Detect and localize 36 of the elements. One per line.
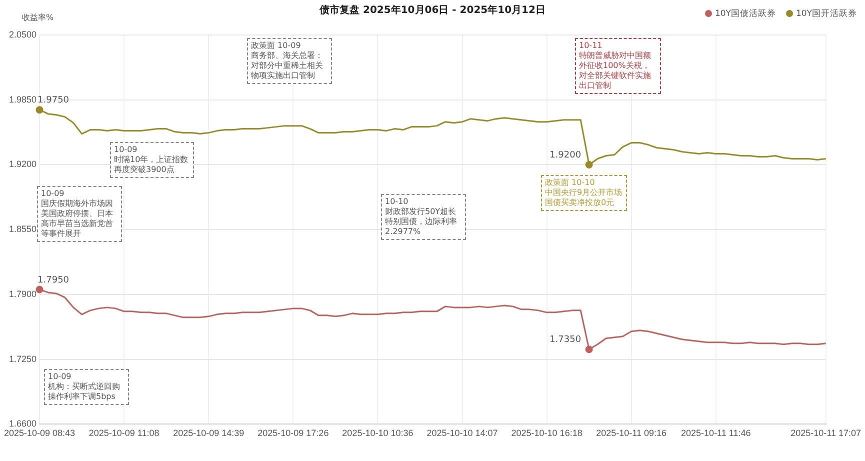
annotation: 10-09 时隔10年，上证指数再度突破3900点 bbox=[110, 142, 194, 178]
y-axis-title: 收益率% bbox=[22, 12, 54, 23]
annotation: 10-09 国庆假期海外市场因美国政府停摆、日本高市早苗当选新党首等事件展开 bbox=[37, 186, 122, 242]
legend-label: 10Y国债活跃券 bbox=[714, 8, 776, 20]
data-label: 1.7350 bbox=[550, 335, 582, 346]
data-label: 1.9200 bbox=[550, 150, 582, 161]
x-tick-label: 2025-10-09 08:43 bbox=[4, 428, 76, 438]
y-tick-label: 1.6600 bbox=[9, 418, 37, 429]
point bbox=[585, 160, 593, 168]
y-tick-label: 1.9850 bbox=[9, 94, 37, 104]
y-tick-label: 1.9200 bbox=[9, 159, 37, 170]
y-tick-label: 1.8550 bbox=[9, 224, 37, 234]
x-tick-label: 2025-10-11 17:07 bbox=[790, 428, 862, 438]
y-tick-label: 2.0500 bbox=[9, 29, 37, 40]
y-tick-label: 1.7900 bbox=[9, 288, 37, 299]
annotation: 10-11 特朗普威胁对中国额外征收100%关税，对全部关键软件实施出口管制 bbox=[575, 38, 661, 94]
annotation: 政策面 10-10 中国央行9月公开市场国债买卖净投放0元 bbox=[541, 175, 627, 211]
data-label: 1.9750 bbox=[38, 96, 70, 106]
x-tick-label: 2025-10-10 14:07 bbox=[426, 428, 498, 438]
point bbox=[36, 286, 44, 294]
chart-title: 债市复盘 2025年10月06日 - 2025年10月12日 bbox=[320, 5, 546, 16]
x-tick-label: 2025-10-10 10:36 bbox=[342, 428, 414, 438]
point bbox=[585, 346, 593, 354]
x-tick-label: 2025-10-09 17:26 bbox=[258, 428, 329, 438]
annotation: 10-10 财政部发行50Y超长特别国债，边际利率2.2977% bbox=[381, 194, 466, 240]
annotation: 政策面 10-09 商务部、海关总署：对部分中重稀土相关物项实施出口管制 bbox=[247, 38, 332, 84]
data-label: 1.7950 bbox=[38, 275, 70, 286]
x-tick-label: 2025-10-10 16:18 bbox=[511, 428, 582, 438]
annotation: 10-09 机构：买断式逆回购操作利率下调5bps bbox=[44, 369, 129, 405]
legend-label: 10Y国开活跃券 bbox=[794, 8, 857, 20]
point bbox=[36, 106, 44, 114]
y-tick-label: 1.7250 bbox=[9, 354, 37, 364]
x-tick-label: 2025-10-11 11:46 bbox=[681, 428, 751, 438]
x-tick-label: 2025-10-09 14:39 bbox=[173, 428, 244, 438]
x-tick-label: 2025-10-09 11:08 bbox=[88, 428, 160, 438]
x-tick-label: 2025-10-11 09:16 bbox=[596, 428, 667, 438]
